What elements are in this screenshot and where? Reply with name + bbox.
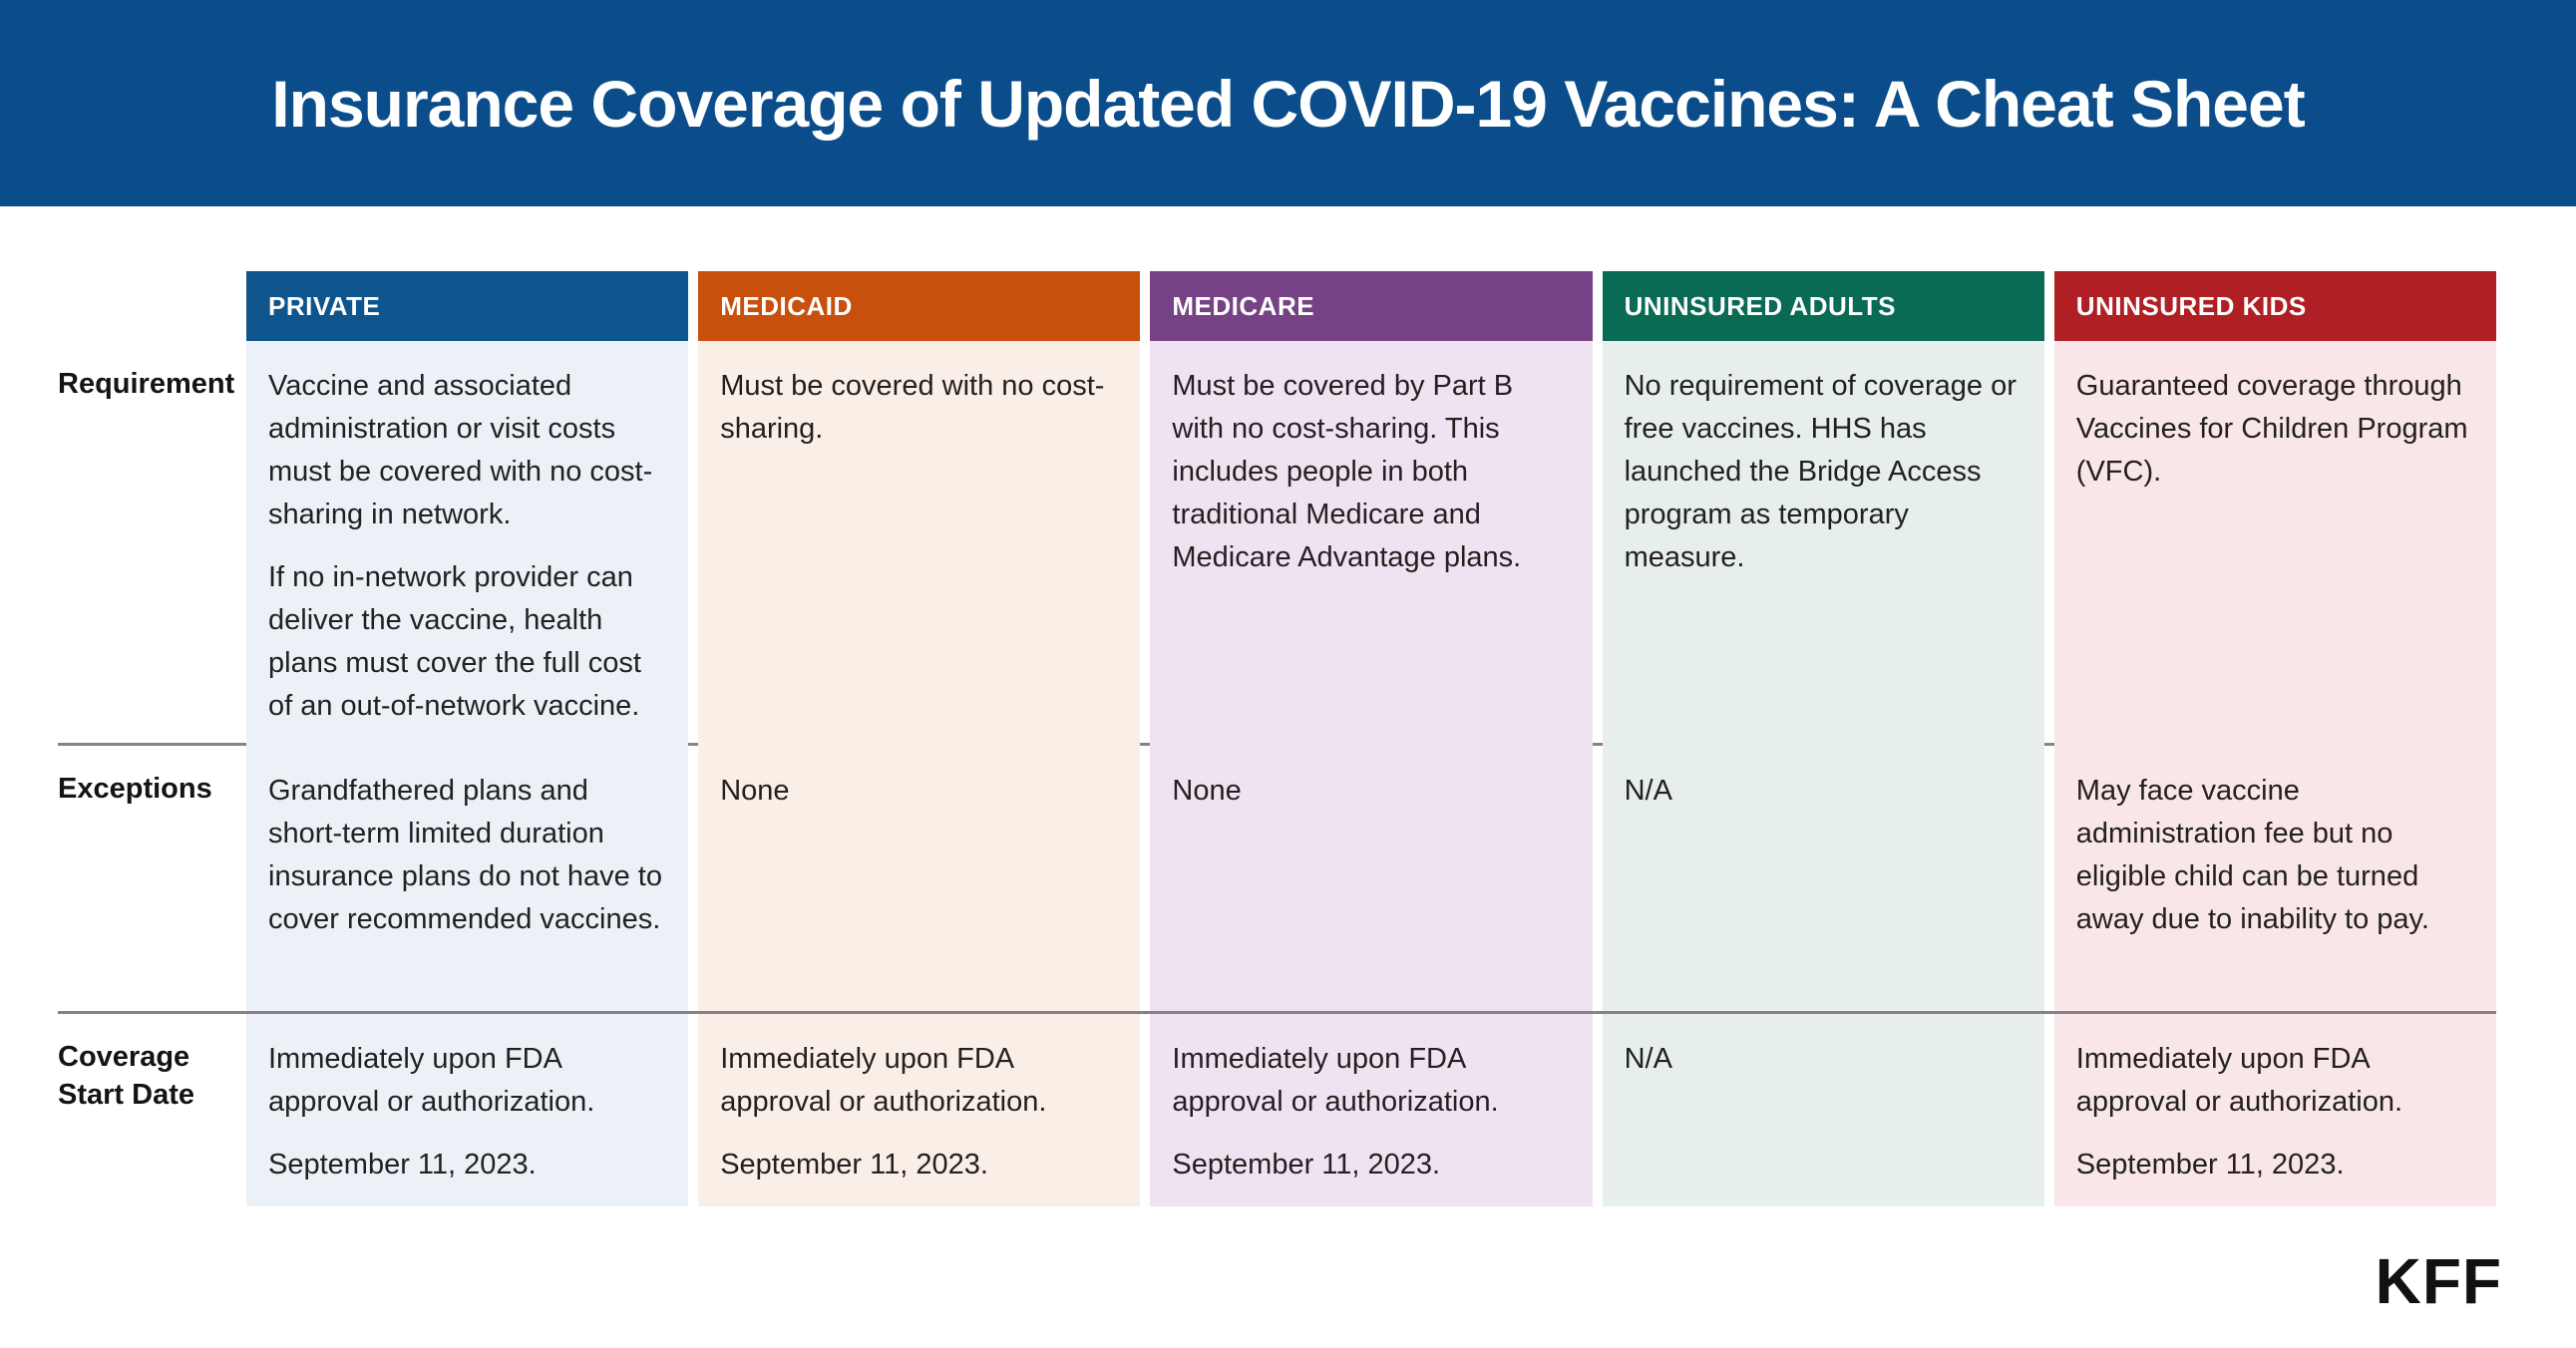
cell-private-exceptions: Grandfathered plans and short-term limit… xyxy=(246,746,689,1011)
cell-medicaid-requirement: Must be covered with no cost-sharing. xyxy=(698,341,1141,748)
cell-medicare-coverage-start: Immediately upon FDA approval or authori… xyxy=(1150,1014,1593,1206)
row-label-exceptions: Exceptions xyxy=(58,773,212,805)
column-header-medicare-label: MEDICARE xyxy=(1172,290,1315,321)
column-header-medicare: MEDICARE xyxy=(1150,271,1593,341)
cell-medicare-exceptions: None xyxy=(1150,746,1593,1011)
cell-uninsured-adults-exceptions: N/A xyxy=(1602,746,2044,1011)
cell-medicaid-coverage-start: Immediately upon FDA approval or authori… xyxy=(698,1014,1141,1206)
column-header-uninsured-adults-label: UNINSURED ADULTS xyxy=(1624,290,1896,321)
cell-uninsured-kids-coverage-start: Immediately upon FDA approval or authori… xyxy=(2053,1014,2496,1206)
page-title: Insurance Coverage of Updated COVID-19 V… xyxy=(271,66,2305,141)
kff-logo: KFF xyxy=(2375,1245,2502,1317)
row-exceptions: Exceptions Grandfathered plans and short… xyxy=(58,746,2496,1011)
row-divider xyxy=(58,1011,2496,1014)
header-spacer xyxy=(58,271,236,341)
column-header-private-label: PRIVATE xyxy=(268,290,381,321)
cell-uninsured-kids-exceptions: May face vaccine administration fee but … xyxy=(2053,746,2496,1011)
column-header-uninsured-kids: UNINSURED KIDS xyxy=(2053,271,2496,341)
cell-private-coverage-start: Immediately upon FDA approval or authori… xyxy=(246,1014,689,1206)
cell-private-requirement: Vaccine and associated administration or… xyxy=(246,341,689,748)
cell-uninsured-adults-coverage-start: N/A xyxy=(1602,1014,2044,1206)
column-header-private: PRIVATE xyxy=(246,271,689,341)
table-header-row: PRIVATE MEDICAID MEDICARE UNINSURED ADUL… xyxy=(58,271,2496,341)
row-label-requirement: Requirement xyxy=(58,368,235,400)
cell-medicare-requirement: Must be covered by Part B with no cost-s… xyxy=(1150,341,1593,748)
column-header-medicaid-label: MEDICAID xyxy=(720,290,853,321)
cell-uninsured-adults-requirement: No requirement of coverage or free vacci… xyxy=(1602,341,2044,748)
column-header-uninsured-kids-label: UNINSURED KIDS xyxy=(2075,290,2307,321)
cell-uninsured-kids-requirement: Guaranteed coverage through Vaccines for… xyxy=(2053,341,2496,748)
column-header-medicaid: MEDICAID xyxy=(698,271,1141,341)
column-header-uninsured-adults: UNINSURED ADULTS xyxy=(1602,271,2044,341)
row-coverage-start-date: Coverage Start Date Immediately upon FDA… xyxy=(58,1014,2496,1206)
row-requirement: Requirement Vaccine and associated admin… xyxy=(58,341,2496,748)
cell-medicaid-exceptions: None xyxy=(698,746,1141,1011)
coverage-table: PRIVATE MEDICAID MEDICARE UNINSURED ADUL… xyxy=(58,271,2496,1206)
title-banner: Insurance Coverage of Updated COVID-19 V… xyxy=(0,0,2576,206)
row-label-coverage-start-date: Coverage Start Date xyxy=(58,1041,194,1111)
